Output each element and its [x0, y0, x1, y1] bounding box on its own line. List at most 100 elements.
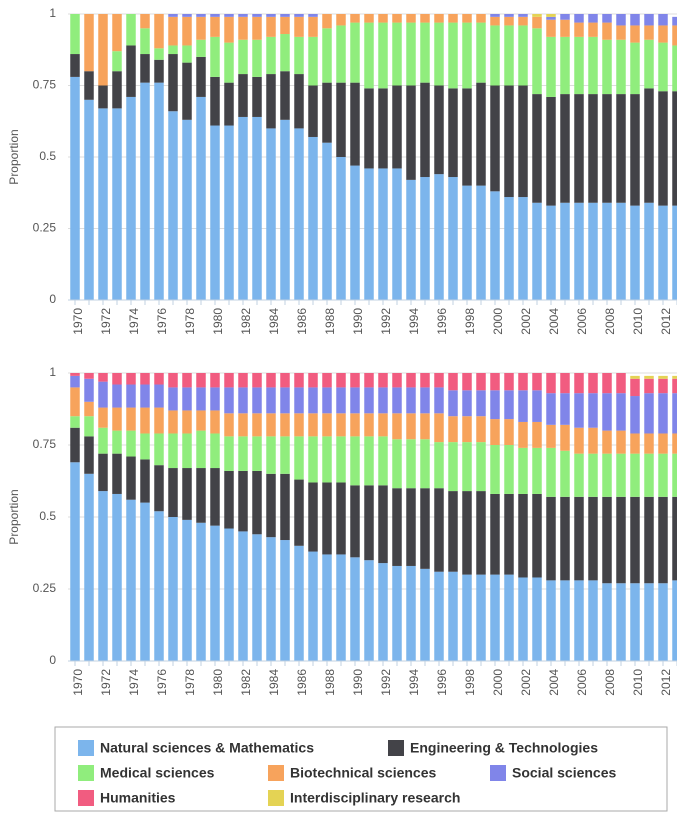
bar-segment — [98, 373, 108, 382]
bar-segment — [308, 387, 318, 414]
bar-segment — [490, 574, 500, 661]
bar-segment — [224, 387, 234, 414]
legend-label[interactable]: Social sciences — [512, 765, 617, 781]
bar-segment — [392, 14, 402, 23]
bar-segment — [658, 583, 668, 661]
bar-segment — [294, 14, 304, 17]
bar-segment — [266, 36, 276, 75]
bar-segment — [630, 25, 640, 43]
bar-segment — [574, 496, 584, 581]
bar-segment — [546, 496, 556, 581]
legend: Natural sciences & Mathematics Engineerin… — [78, 740, 617, 806]
legend-swatch[interactable] — [268, 765, 284, 781]
bar-segment — [70, 416, 80, 428]
bar-segment — [336, 25, 346, 83]
bar-segment — [210, 76, 220, 126]
bar-segment — [392, 413, 402, 440]
bar-segment — [154, 511, 164, 661]
legend-swatch[interactable] — [78, 765, 94, 781]
bar-segment — [168, 387, 178, 411]
legend-swatch[interactable] — [78, 740, 94, 756]
bar-segment — [266, 436, 276, 474]
bar-segment — [294, 479, 304, 546]
legend-swatch[interactable] — [490, 765, 506, 781]
bar-segment — [490, 445, 500, 494]
bar-segment — [196, 14, 206, 17]
legend-label[interactable]: Engineering & Technologies — [410, 740, 598, 756]
bar-segment — [266, 16, 276, 37]
bar-segment — [308, 36, 318, 86]
bar-segment — [252, 76, 262, 117]
bar-segment — [560, 496, 570, 581]
bar-segment — [406, 179, 416, 300]
bar-segment — [308, 436, 318, 483]
bar-segment — [630, 396, 640, 434]
bar-segment — [322, 373, 332, 388]
bar-segment — [182, 16, 192, 46]
legend-label[interactable]: Biotechnical sciences — [290, 765, 437, 781]
bar-segment — [560, 19, 570, 37]
bar-segment — [364, 560, 374, 661]
y-axis-title: Proportion — [7, 129, 21, 184]
bar-segment — [350, 387, 360, 414]
bar-segment — [546, 14, 556, 17]
bar-segment — [406, 413, 416, 440]
bar-segment — [490, 419, 500, 445]
bar-segment — [672, 378, 677, 394]
bar-segment — [462, 185, 472, 300]
bar-segment — [406, 439, 416, 489]
bar-segment — [224, 42, 234, 83]
bar-segment — [308, 16, 318, 37]
bar-segment — [420, 22, 430, 83]
legend-label[interactable]: Natural sciences & Mathematics — [100, 740, 314, 756]
bar-segment — [420, 82, 430, 178]
x-tick-label: 1972 — [99, 308, 113, 335]
legend-label[interactable]: Humanities — [100, 790, 176, 806]
bar-segment — [322, 482, 332, 555]
bar-segment — [490, 16, 500, 26]
bar-segment — [336, 554, 346, 661]
bar-segment — [336, 413, 346, 437]
bar-segment — [196, 56, 206, 97]
legend-label[interactable]: Interdisciplinary research — [290, 790, 460, 806]
bar-segment — [280, 540, 290, 661]
x-tick-label: 1998 — [463, 669, 477, 696]
legend-swatch[interactable] — [78, 790, 94, 806]
bar-segment — [658, 25, 668, 43]
x-tick-label: 1984 — [267, 669, 281, 696]
bar-segment — [84, 473, 94, 661]
bar-segment — [70, 54, 80, 77]
bar-segment — [210, 387, 220, 411]
bar-segment — [154, 82, 164, 300]
legend-swatch[interactable] — [268, 790, 284, 806]
bar-segment — [84, 99, 94, 300]
bar-segment — [70, 76, 80, 300]
bar-segment — [126, 407, 136, 431]
bar-segment — [644, 202, 654, 300]
bar-segment — [364, 373, 374, 388]
bar-segment — [518, 577, 528, 661]
bar-segment — [434, 387, 444, 414]
bar-segment — [476, 373, 486, 391]
bar-segment — [672, 393, 677, 434]
bar-segment — [630, 94, 640, 206]
bar-segment — [350, 22, 360, 83]
bar-segment — [378, 563, 388, 661]
bar-segment — [448, 571, 458, 661]
x-tick-label: 1972 — [99, 669, 113, 696]
bar-segment — [168, 517, 178, 661]
legend-label[interactable]: Medical sciences — [100, 765, 215, 781]
bar-segment — [378, 485, 388, 564]
bar-segment — [266, 537, 276, 661]
bar-segment — [406, 565, 416, 661]
bar-segment — [588, 427, 598, 454]
bar-segment — [182, 45, 192, 63]
bar-segment — [392, 373, 402, 388]
y-tick-label: 0.75 — [33, 78, 57, 92]
bar-segment — [434, 442, 444, 489]
bar-segment — [406, 22, 416, 86]
legend-swatch[interactable] — [388, 740, 404, 756]
bar-segment — [84, 436, 94, 474]
bar-segment — [504, 390, 514, 420]
bar-segment — [224, 14, 234, 17]
